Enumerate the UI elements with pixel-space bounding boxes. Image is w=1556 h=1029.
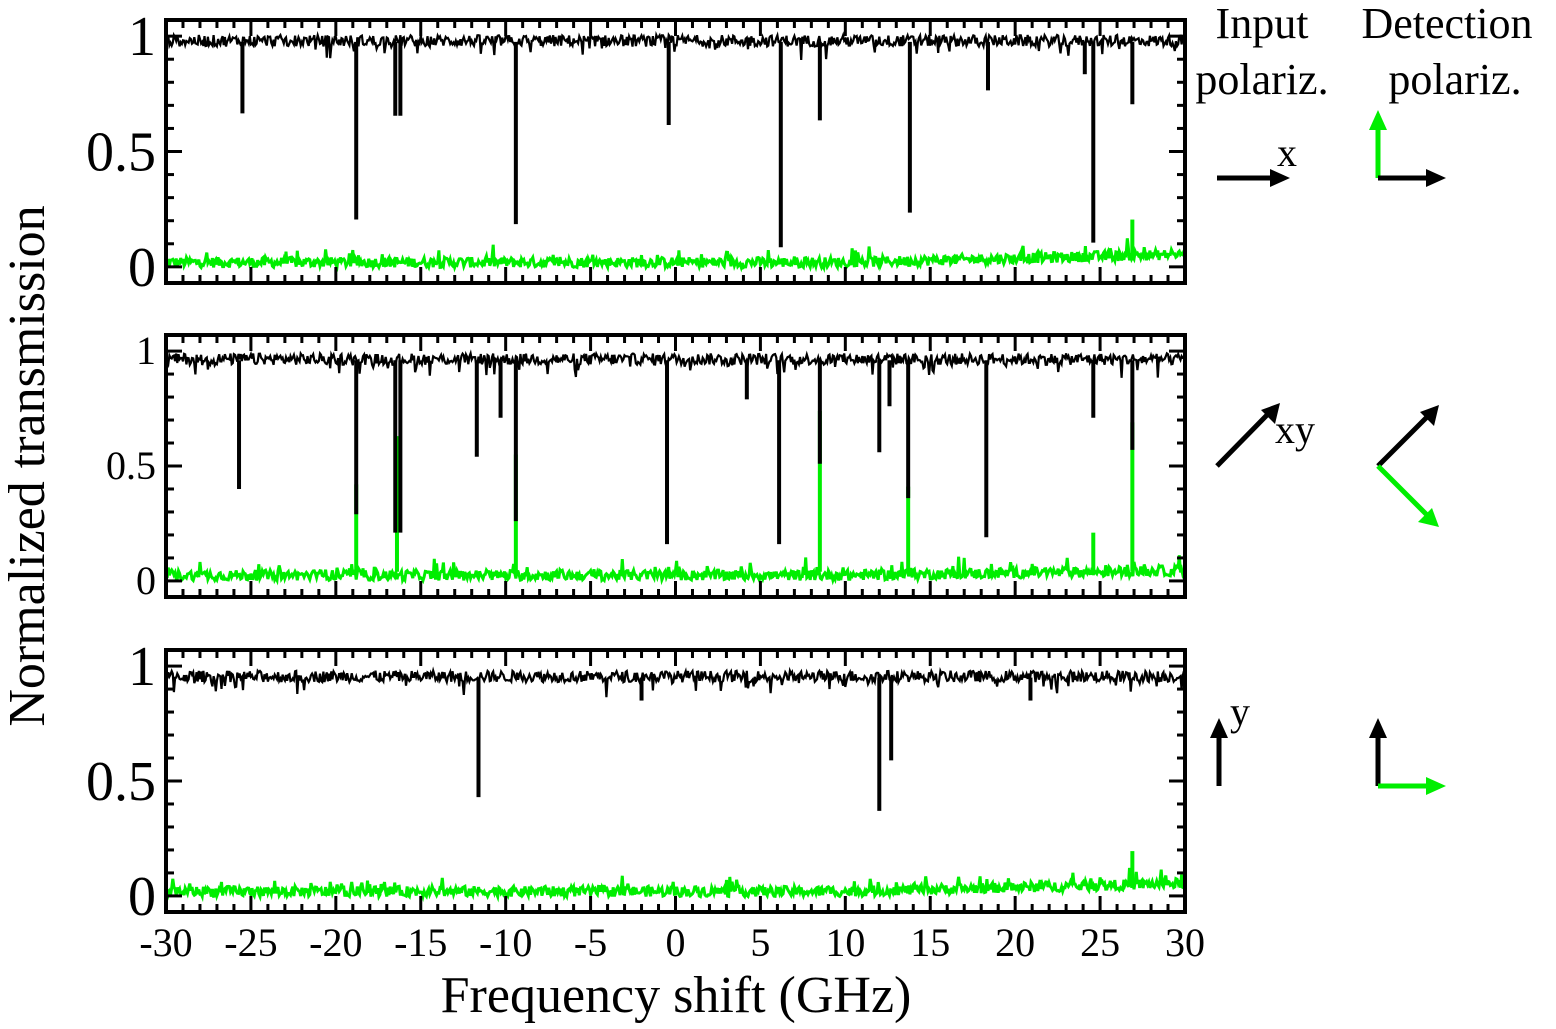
x-tick-label: -25 bbox=[224, 920, 277, 965]
x-tick-label: 30 bbox=[1165, 920, 1205, 965]
detection-arrow-green-icon bbox=[1376, 464, 1429, 517]
detection-arrow-black-icon bbox=[1376, 414, 1430, 468]
panel-2: 00.51 bbox=[106, 328, 1187, 603]
legend-header-detection: Detection polariz. bbox=[1361, 0, 1532, 104]
x-tick-label: -15 bbox=[394, 920, 447, 965]
x-tick-label: 25 bbox=[1080, 920, 1120, 965]
x-tick-label: 10 bbox=[825, 920, 865, 965]
detection-arrowhead-black-icon bbox=[1420, 405, 1439, 426]
black-trace bbox=[166, 30, 1185, 61]
y-tick-label: 0.5 bbox=[106, 443, 156, 488]
legend-header-detection-line2: polariz. bbox=[1388, 55, 1521, 104]
panel-1-frame bbox=[164, 18, 1187, 285]
y-axis-label: Normalized transmission bbox=[0, 205, 56, 726]
panel-3: 00.51 bbox=[86, 636, 1187, 928]
green-trace bbox=[166, 555, 1185, 586]
input-arrowhead-x-icon bbox=[1270, 169, 1290, 187]
legend-header-input-line1: Input bbox=[1216, 0, 1309, 48]
y-tick-label: 0 bbox=[128, 237, 156, 299]
green-trace bbox=[166, 867, 1185, 903]
detection-arrowhead-green-icon bbox=[1418, 508, 1439, 527]
input-polarization-x: x bbox=[1217, 130, 1297, 187]
x-tick-label: 5 bbox=[750, 920, 770, 965]
input-polarization-y: y bbox=[1210, 689, 1250, 786]
input-arrowhead-xy-icon bbox=[1261, 403, 1280, 424]
black-trace bbox=[166, 666, 1185, 698]
input-label-y: y bbox=[1230, 689, 1250, 734]
y-tick-label: 1 bbox=[128, 636, 156, 698]
x-tick-label: 20 bbox=[995, 920, 1035, 965]
y-tick-label: 1 bbox=[128, 6, 156, 68]
green-trace bbox=[166, 238, 1185, 273]
input-arrowhead-y-icon bbox=[1210, 718, 1228, 738]
x-tick-labels: -30 -25 -20 -15 -10 -5 0 5 10 15 20 25 30 bbox=[139, 920, 1205, 965]
input-label-xy: xy bbox=[1275, 407, 1315, 452]
detection-arrowhead-green-icon bbox=[1426, 777, 1446, 795]
detection-arrowhead-green-icon bbox=[1369, 110, 1387, 130]
x-axis-label: Frequency shift (GHz) bbox=[441, 967, 912, 1024]
x-tick-label: -10 bbox=[479, 920, 532, 965]
detection-arrowhead-black-icon bbox=[1369, 718, 1387, 738]
panel-1: 00.51 bbox=[86, 6, 1187, 299]
y-tick-label: 0 bbox=[128, 866, 156, 928]
x-tick-label: 0 bbox=[666, 920, 686, 965]
y-tick-label: 0.5 bbox=[86, 751, 156, 813]
x-tick-label: -5 bbox=[574, 920, 607, 965]
x-tick-label: -20 bbox=[309, 920, 362, 965]
legend-header-detection-line1: Detection bbox=[1361, 0, 1532, 48]
x-tick-label: -30 bbox=[139, 920, 192, 965]
panel-1-traces bbox=[166, 30, 1185, 273]
legend-header-input-line2: polariz. bbox=[1195, 55, 1328, 104]
input-arrow-xy-icon bbox=[1215, 412, 1270, 468]
detection-polarization-panel2 bbox=[1376, 405, 1439, 527]
detection-polarization-panel3 bbox=[1369, 718, 1446, 795]
y-tick-label: 1 bbox=[136, 328, 156, 373]
detection-arrowhead-black-icon bbox=[1426, 169, 1446, 187]
panel-2-frame bbox=[164, 333, 1187, 599]
input-polarization-xy: xy bbox=[1215, 403, 1315, 468]
input-label-x: x bbox=[1277, 130, 1297, 175]
x-tick-label: 15 bbox=[910, 920, 950, 965]
detection-polarization-panel1 bbox=[1369, 110, 1446, 187]
legend-header-input: Input polariz. bbox=[1195, 0, 1328, 104]
panel-3-traces bbox=[166, 666, 1185, 903]
black-trace bbox=[166, 349, 1185, 378]
y-tick-label: 0.5 bbox=[86, 122, 156, 184]
y-tick-label: 0 bbox=[136, 558, 156, 603]
panel-2-traces bbox=[166, 349, 1185, 586]
